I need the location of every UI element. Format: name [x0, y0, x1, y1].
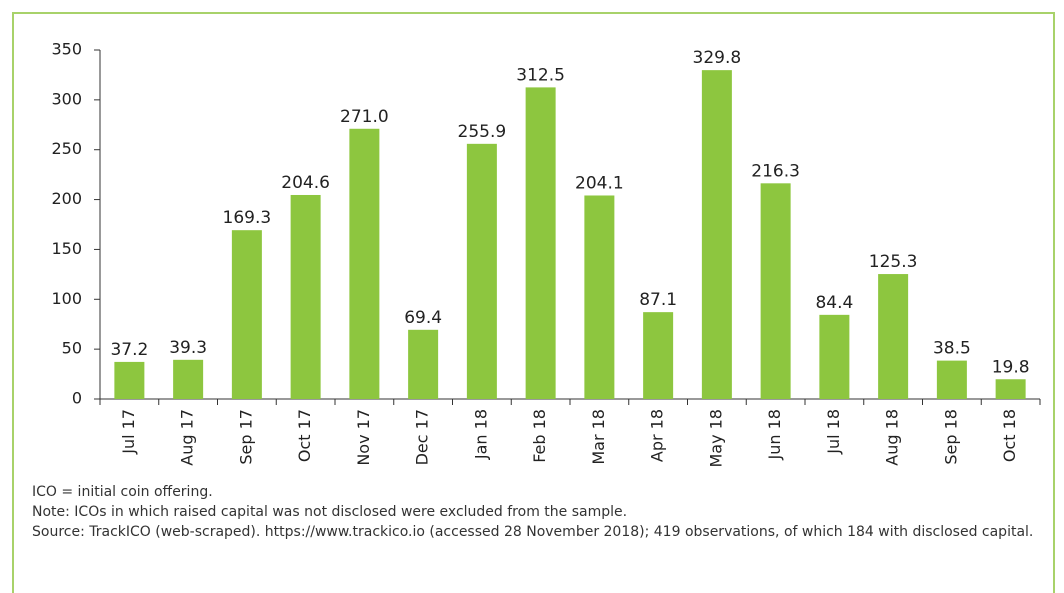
bar — [584, 195, 615, 399]
x-tick-label: Oct 17 — [295, 409, 314, 462]
x-tick-label: Sep 18 — [941, 409, 960, 465]
x-tick-label: Mar 18 — [589, 409, 608, 465]
value-label: 87.1 — [639, 290, 677, 310]
bar — [173, 359, 204, 399]
value-label: 125.3 — [869, 252, 918, 272]
value-label: 39.3 — [169, 338, 207, 358]
x-tick-label: Aug 17 — [178, 409, 197, 466]
y-tick-label: 350 — [51, 40, 82, 59]
note: Note: ICOs in which raised capital was n… — [32, 504, 628, 520]
bar — [466, 143, 497, 399]
bar — [878, 274, 909, 399]
y-tick-label: 250 — [51, 139, 82, 158]
x-tick-label: Aug 18 — [883, 409, 902, 466]
bar — [231, 230, 262, 399]
y-tick-label: 50 — [62, 339, 82, 358]
value-label: 38.5 — [933, 339, 971, 359]
value-label: 312.5 — [516, 65, 565, 85]
value-label: 19.8 — [992, 357, 1030, 377]
bar — [349, 128, 380, 399]
value-label: 37.2 — [110, 340, 148, 360]
bar — [701, 70, 732, 400]
value-label: 169.3 — [223, 208, 272, 228]
y-tick-label: 200 — [51, 189, 82, 208]
bar — [290, 194, 321, 399]
y-tick-label: 150 — [51, 239, 82, 258]
note: ICO = initial coin offering. — [32, 484, 213, 500]
x-tick-label: Dec 17 — [413, 409, 432, 465]
bar — [408, 329, 439, 399]
value-label: 329.8 — [693, 48, 742, 68]
value-label: 69.4 — [404, 308, 442, 328]
bar — [936, 360, 967, 399]
bar — [114, 361, 145, 399]
value-label: 84.4 — [815, 293, 853, 313]
x-tick-label: Oct 18 — [1000, 409, 1019, 462]
bar — [760, 183, 791, 399]
x-tick-label: Apr 18 — [648, 409, 667, 462]
y-tick-label: 300 — [51, 89, 82, 108]
x-tick-label: Nov 17 — [354, 409, 373, 466]
y-tick-label: 0 — [72, 389, 82, 408]
x-tick-label: May 18 — [706, 409, 725, 468]
bar — [995, 379, 1026, 399]
bar — [819, 314, 850, 399]
bar — [643, 312, 674, 399]
note: Source: TrackICO (web-scraped). https://… — [32, 524, 1034, 540]
x-tick-label: Jul 18 — [824, 409, 843, 455]
x-tick-label: Sep 17 — [236, 409, 255, 465]
x-tick-label: Jul 17 — [119, 409, 138, 455]
bar — [525, 87, 556, 400]
x-tick-label: Jan 18 — [471, 409, 490, 460]
frame — [12, 12, 1055, 593]
notes: ICO = initial coin offering. Note: ICOs … — [32, 482, 1042, 542]
value-label: 216.3 — [751, 161, 800, 181]
value-label: 255.9 — [458, 122, 507, 142]
value-label: 204.1 — [575, 173, 624, 193]
x-tick-label: Jun 18 — [765, 409, 784, 460]
y-tick-label: 100 — [51, 289, 82, 308]
value-label: 204.6 — [281, 173, 330, 193]
x-tick-label: Feb 18 — [530, 409, 549, 463]
chart: 0 50 100 150 200 250 300 350 Jul 17 37.2 Aug 17 39.… — [51, 40, 1041, 468]
value-label: 271.0 — [340, 107, 389, 127]
